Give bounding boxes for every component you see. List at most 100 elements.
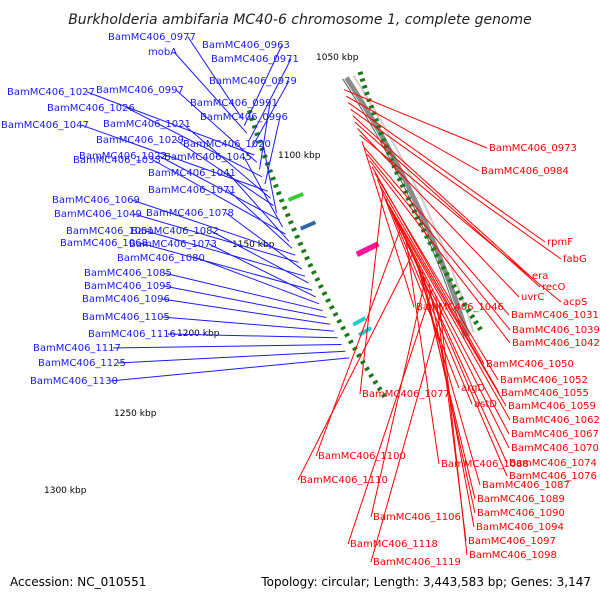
forward-gene-label: BamMC406_1117: [33, 343, 121, 354]
scale-tick: [368, 372, 375, 379]
scale-tick: [361, 84, 368, 89]
scale-tick: [378, 131, 384, 136]
scale-tick: [317, 284, 324, 289]
highlight-region: [287, 192, 304, 202]
forward-gene-label: BamMC406_1105: [82, 312, 170, 323]
leader-line-forward: [126, 107, 263, 178]
leader-line-reverse: [345, 95, 480, 172]
scale-tick: [440, 265, 447, 271]
scale-tick-label: 1050 kbp: [316, 53, 359, 63]
scale-tick: [394, 170, 400, 176]
reverse-gene-label: BamMC406_1076: [509, 471, 597, 482]
leader-line-layer: [80, 36, 562, 563]
backbone-edge: [342, 78, 465, 339]
scale-tick: [385, 150, 392, 156]
leader-line-reverse: [393, 216, 510, 435]
leader-line-forward: [210, 230, 309, 284]
leader-line-forward: [109, 357, 350, 382]
reverse-gene-label: BamMC406_1052: [500, 375, 588, 386]
genome-backbone: [344, 76, 471, 338]
reverse-gene-label: BamMC406_1050: [486, 359, 574, 370]
forward-gene-label: BamMC406_1033: [73, 155, 161, 166]
reverse-gene-label: BamMC406_1097: [468, 536, 556, 547]
leader-line-forward: [131, 199, 296, 256]
leader-line-reverse: [370, 307, 444, 563]
forward-gene-label: BamMC406_1095: [84, 281, 172, 292]
topology-text: Topology: circular; Length: 3,443,583 bp…: [260, 575, 591, 589]
scale-tick: [336, 318, 343, 324]
reverse-gene-label: BamMC406_1059: [508, 401, 596, 412]
reverse-gene-label: BamMC406_1118: [350, 539, 438, 550]
reverse-gene-label: rpmF: [547, 237, 573, 248]
leader-line-reverse: [405, 241, 440, 465]
scale-tick: [461, 301, 468, 308]
forward-gene-label: BamMC406_1116: [88, 329, 176, 340]
scale-tick: [476, 325, 483, 332]
reverse-gene-label: acpS: [563, 297, 587, 308]
scale-tick: [304, 255, 310, 261]
scale-tick: [347, 339, 354, 345]
scale-tick: [383, 144, 390, 149]
leader-line-forward: [187, 36, 243, 119]
scale-tick: [430, 246, 437, 252]
reverse-gene-label: BamMC406_1062: [512, 415, 600, 426]
forward-gene-label: BamMC406_1021: [103, 119, 191, 130]
forward-gene-label: BamMC406_0979: [209, 76, 297, 87]
map-title: Burkholderia ambifaria MC40-6 chromosome…: [68, 12, 532, 28]
reverse-gene-label: recO: [542, 282, 566, 293]
forward-gene-label: BamMC406_1049: [54, 209, 142, 220]
leader-line-reverse: [379, 185, 500, 394]
scale-tick: [469, 313, 476, 320]
reverse-gene-label: BamMC406_1039: [512, 325, 600, 336]
reverse-gene-label: BamMC406_1119: [373, 557, 461, 568]
leader-line-reverse: [359, 191, 384, 395]
reverse-gene-label: BamMC406_1089: [477, 494, 565, 505]
leader-line-reverse: [366, 153, 511, 331]
reverse-gene-label: argD: [461, 383, 485, 394]
scale-tick: [368, 104, 375, 110]
forward-gene-label: BamMC406_1022: [79, 151, 167, 162]
feature-layer: [287, 192, 380, 337]
leader-line-forward: [163, 272, 323, 312]
scale-tick: [275, 190, 282, 196]
leader-line-reverse: [357, 128, 520, 298]
scale-tick: [414, 215, 421, 221]
leader-line-reverse: [438, 301, 468, 556]
scale-tick: [264, 161, 271, 167]
highlight-region: [352, 316, 367, 327]
reverse-gene-label: BamMC406_1031: [511, 310, 599, 321]
scale-tick: [437, 259, 443, 265]
leader-line-reverse: [348, 102, 546, 243]
reverse-gene-label: BamMC406_0984: [481, 166, 569, 177]
scale-tick: [261, 154, 268, 159]
scale-tick: [355, 352, 362, 358]
highlight-region: [358, 326, 373, 337]
scale-tick: [375, 124, 382, 130]
scale-tick: [254, 131, 260, 137]
leader-line-forward: [225, 212, 303, 270]
scale-tick: [278, 198, 285, 203]
scale-tick: [364, 366, 370, 372]
scale-tick: [423, 234, 430, 240]
forward-gene-label: BamMC406_1026: [47, 103, 135, 114]
forward-gene-label: BamMC406_0977: [108, 32, 196, 43]
reverse-gene-label: BamMC406_1110: [300, 475, 388, 486]
forward-gene-label: BamMC406_1068: [60, 238, 148, 249]
forward-gene-label: BamMC406_1078: [146, 208, 234, 219]
leader-line-forward: [196, 257, 320, 305]
reverse-gene-label: BamMC406_1077: [362, 389, 450, 400]
forward-gene-label: BamMC406_1027: [7, 87, 95, 98]
highlight-region: [299, 220, 317, 231]
leader-line-reverse: [359, 134, 562, 303]
leader-line-reverse: [315, 229, 401, 457]
forward-gene-label: BamMC406_0963: [202, 40, 290, 51]
forward-gene-label: BamMC406_0991: [190, 98, 278, 109]
scale-tick: [325, 297, 332, 303]
scale-tick: [344, 332, 350, 338]
scale-tick: [328, 304, 335, 310]
scale-tick: [364, 91, 370, 96]
scale-tick-label: 1100 kbp: [278, 151, 321, 161]
leader-line-forward: [248, 58, 292, 141]
